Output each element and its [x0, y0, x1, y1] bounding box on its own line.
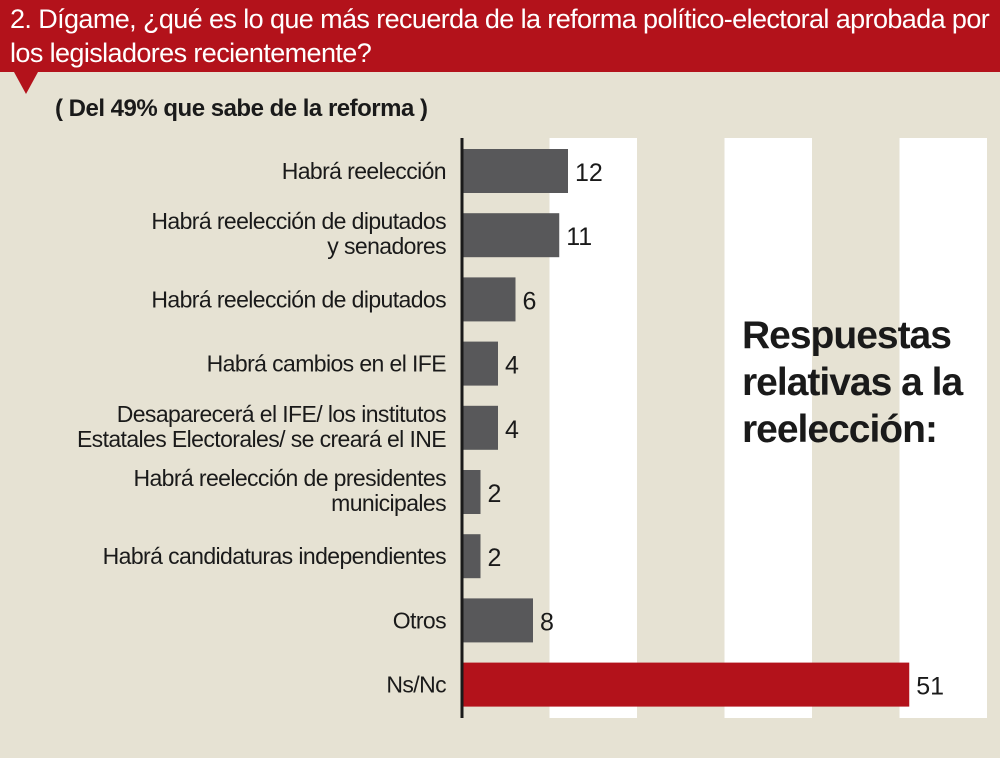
bar: [463, 341, 498, 386]
category-label: Habrá reelección de diputados: [151, 208, 446, 234]
header-pointer: [14, 72, 38, 94]
category-label: Habrá reelección de diputados: [151, 286, 446, 312]
value-label: 4: [505, 352, 519, 380]
category-label: Habrá candidaturas independientes: [103, 543, 446, 569]
question-header: 2. Dígame, ¿qué es lo que más recuerda d…: [0, 0, 1000, 72]
value-label: 51: [916, 673, 944, 701]
grid-band: [549, 138, 637, 718]
value-label: 2: [488, 480, 502, 508]
category-label: Ns/Nc: [386, 672, 446, 698]
bar: [463, 277, 516, 322]
bar: [463, 149, 568, 193]
category-label: Habrá reelección: [282, 158, 446, 184]
value-label: 11: [566, 223, 592, 251]
bar: [463, 662, 910, 707]
bar-group: [463, 149, 910, 707]
category-label: municipales: [331, 490, 446, 516]
grid-band: [899, 138, 987, 718]
value-label: 8: [540, 608, 554, 636]
bar: [463, 534, 481, 579]
chart-subtitle: ( Del 49% que sabe de la reforma ): [55, 95, 428, 122]
value-label: 6: [523, 287, 537, 315]
category-label: Otros: [393, 607, 446, 633]
bar: [463, 213, 560, 258]
category-label: Habrá cambios en el IFE: [207, 351, 447, 377]
grid-bands: [549, 138, 987, 718]
bar: [463, 598, 533, 643]
category-label: y senadores: [327, 233, 446, 259]
bar: [463, 470, 481, 514]
value-label: 2: [488, 544, 502, 572]
value-label: 4: [505, 416, 519, 444]
value-labels: 12 11 6 4 4 2 2 8 51: [488, 159, 945, 701]
category-labels: Habrá reelección Habrá reelección de dipu…: [77, 158, 447, 698]
category-label: Habrá reelección de presidentes: [133, 465, 446, 491]
bar: [463, 405, 498, 450]
question-text: 2. Dígame, ¿qué es lo que más recuerda d…: [10, 4, 990, 68]
value-label: 12: [575, 159, 603, 187]
category-label: Desaparecerá el IFE/ los institutos: [117, 401, 446, 427]
reelection-annotation: Respuestas relativas a la reelección:: [742, 314, 963, 451]
grid-band: [724, 138, 812, 718]
category-label: Estatales Electorales/ se creará el INE: [77, 426, 446, 452]
